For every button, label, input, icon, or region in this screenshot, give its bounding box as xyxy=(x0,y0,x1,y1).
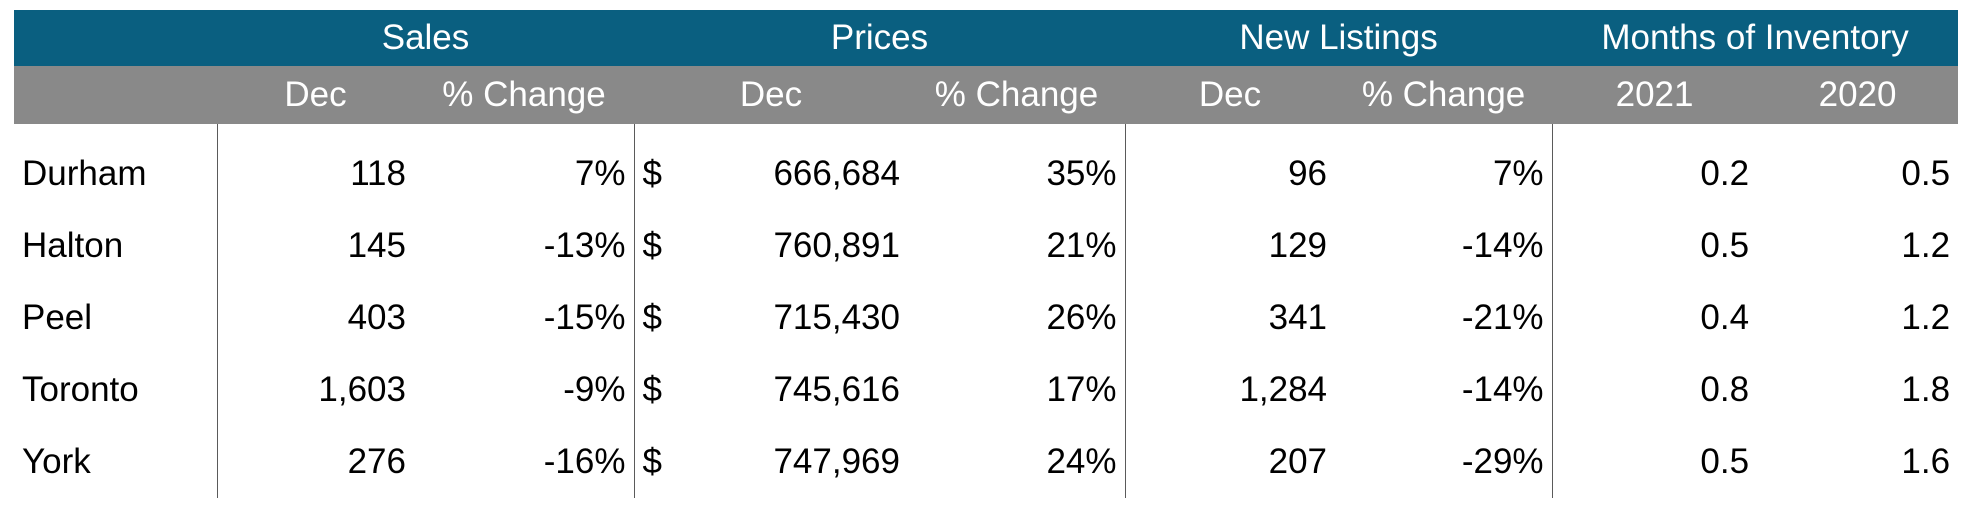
listings-dec-cell: 129 xyxy=(1268,226,1328,265)
moi-2021-cell: 0.2 xyxy=(1700,154,1750,193)
sales-change-cell: 7% xyxy=(414,124,635,210)
group-header-new-listings: New Listings xyxy=(1125,10,1553,66)
price-change-cell: 21% xyxy=(908,210,1126,282)
sub-header-moi-2021: 2021 xyxy=(1552,66,1758,124)
listings-change-cell: -21% xyxy=(1335,282,1553,354)
sub-header-listings-change: % Change xyxy=(1335,66,1553,124)
price-change-cell: 26% xyxy=(908,282,1126,354)
sub-header-prices-dec: Dec xyxy=(634,66,908,124)
sales-dec-cell: 403 xyxy=(347,298,406,337)
moi-2021-cell: 0.5 xyxy=(1700,226,1750,265)
sub-header-sales-dec: Dec xyxy=(217,66,414,124)
listings-change-cell: -14% xyxy=(1335,354,1553,426)
table-row: Durham 118 7% $666,684 35% 96 7% 0.2 0.5 xyxy=(14,124,1958,210)
moi-2021-cell: 0.5 xyxy=(1700,442,1750,481)
table-row: Peel 403 -15% $715,430 26% 341 -21% 0.4 1.2 xyxy=(14,282,1958,354)
price-dec-cell: 715,430 xyxy=(773,298,900,337)
sales-change-cell: -15% xyxy=(414,282,635,354)
listings-dec-cell: 341 xyxy=(1268,298,1328,337)
group-header-months-of-inventory: Months of Inventory xyxy=(1552,10,1959,66)
listings-change-cell: -14% xyxy=(1335,210,1553,282)
moi-2020-cell: 1.2 xyxy=(1901,298,1951,337)
table-row: Halton 145 -13% $760,891 21% 129 -14% 0.5 1.2 xyxy=(14,210,1958,282)
group-header-blank xyxy=(14,10,217,66)
sales-change-cell: -13% xyxy=(414,210,635,282)
moi-2020-cell: 1.6 xyxy=(1901,442,1951,481)
sub-header-row: Dec % Change Dec % Change Dec % Change 2… xyxy=(14,66,1959,124)
sub-header-prices-change: % Change xyxy=(908,66,1126,124)
sales-change-cell: -9% xyxy=(414,354,635,426)
price-dec-cell: 745,616 xyxy=(773,370,900,409)
listings-change-cell: -29% xyxy=(1335,426,1553,498)
group-header-prices: Prices xyxy=(634,10,1126,66)
group-header-row: Sales Prices New Listings Months of Inve… xyxy=(14,10,1959,66)
sub-header-listings-dec: Dec xyxy=(1125,66,1336,124)
sales-dec-cell: 145 xyxy=(347,226,406,265)
sales-dec-cell: 118 xyxy=(350,154,406,193)
price-dec-cell: 666,684 xyxy=(773,154,900,193)
price-change-cell: 24% xyxy=(908,426,1126,498)
moi-2020-cell: 0.5 xyxy=(1901,154,1951,193)
sales-dec-cell: 276 xyxy=(347,442,406,481)
listings-dec-cell: 207 xyxy=(1268,442,1328,481)
currency-symbol-cell: $ xyxy=(642,442,662,481)
sales-change-cell: -16% xyxy=(414,426,635,498)
currency-symbol-cell: $ xyxy=(642,298,662,337)
price-change-cell: 17% xyxy=(908,354,1126,426)
sub-header-sales-change: % Change xyxy=(414,66,634,124)
price-dec-cell: 760,891 xyxy=(773,226,900,265)
region-cell: Halton xyxy=(14,210,218,282)
sales-dec-cell: 1,603 xyxy=(318,370,406,409)
moi-2020-cell: 1.2 xyxy=(1901,226,1951,265)
table-row: York 276 -16% $747,969 24% 207 -29% 0.5 1.6 xyxy=(14,426,1958,498)
region-cell: Durham xyxy=(14,124,218,210)
listings-dec-cell: 96 xyxy=(1288,154,1328,193)
currency-symbol-cell: $ xyxy=(642,226,662,265)
region-cell: Toronto xyxy=(14,354,218,426)
listings-dec-cell: 1,284 xyxy=(1239,370,1328,409)
market-summary-table-container: Sales Prices New Listings Months of Inve… xyxy=(14,10,1959,498)
table-row: Toronto 1,603 -9% $745,616 17% 1,284 -14% 0.8 1.… xyxy=(14,354,1958,426)
moi-2020-cell: 1.8 xyxy=(1901,370,1951,409)
moi-2021-cell: 0.4 xyxy=(1700,298,1750,337)
sub-header-blank xyxy=(14,66,217,124)
market-summary-table: Sales Prices New Listings Months of Inve… xyxy=(14,10,1959,498)
listings-change-cell: 7% xyxy=(1335,124,1553,210)
region-cell: York xyxy=(14,426,218,498)
price-change-cell: 35% xyxy=(908,124,1126,210)
group-header-sales: Sales xyxy=(217,10,634,66)
region-cell: Peel xyxy=(14,282,218,354)
price-dec-cell: 747,969 xyxy=(773,442,900,481)
sub-header-moi-2020: 2020 xyxy=(1757,66,1959,124)
currency-symbol-cell: $ xyxy=(642,370,662,409)
currency-symbol-cell: $ xyxy=(642,154,662,193)
table-body: Durham 118 7% $666,684 35% 96 7% 0.2 0.5 Halton 14… xyxy=(14,124,1958,498)
moi-2021-cell: 0.8 xyxy=(1700,370,1750,409)
